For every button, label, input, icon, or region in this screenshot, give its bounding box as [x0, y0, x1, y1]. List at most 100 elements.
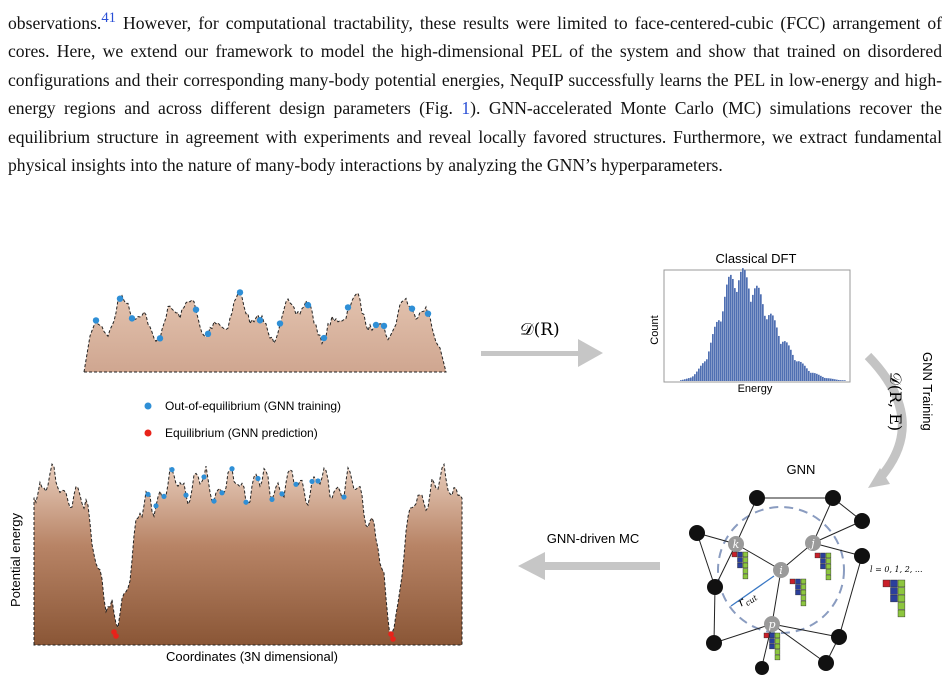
feature-cell: [774, 632, 781, 639]
line-1-rest: However, for computational tractability,…: [116, 12, 774, 33]
histogram-bar: [680, 380, 682, 381]
equilibrium-point: [113, 633, 119, 639]
histogram-bar: [830, 378, 832, 381]
training-point: [219, 490, 225, 496]
histogram-bar: [780, 343, 782, 381]
small-energy-landscape: [83, 289, 447, 373]
histogram-bar: [714, 326, 716, 381]
training-point: [279, 491, 285, 497]
rcut-arrow: [730, 575, 775, 607]
graph-node: [749, 490, 765, 506]
body-paragraph: observations.41 However, for computation…: [8, 4, 942, 180]
feature-cell: [897, 587, 906, 595]
feature-cell: [789, 578, 796, 585]
feature-cell: [795, 584, 801, 590]
histogram-bar: [798, 361, 800, 381]
histogram-bar: [724, 296, 726, 381]
histogram-xlabel: Energy: [738, 383, 773, 395]
training-point: [304, 301, 312, 309]
training-point: [276, 320, 284, 327]
histogram-bar: [700, 365, 702, 381]
training-point: [344, 304, 352, 311]
histogram-bar: [784, 341, 786, 381]
histogram-bar: [686, 378, 688, 381]
feature-cell: [820, 552, 826, 559]
histogram-bar: [842, 380, 844, 381]
histogram-bar: [720, 321, 722, 381]
feature-cell: [742, 557, 749, 563]
histogram-bars: [680, 268, 846, 381]
histogram-bar: [734, 288, 736, 381]
feature-cell: [763, 632, 770, 639]
histogram-bar: [728, 276, 730, 381]
histogram-bar: [726, 284, 728, 381]
histogram-bar: [732, 278, 734, 381]
gnn-training-label: GNN Training: [920, 352, 935, 431]
feature-cell: [769, 638, 775, 644]
feature-cell: [800, 595, 807, 601]
histogram-bar: [792, 354, 794, 381]
histogram-bar: [794, 360, 796, 381]
histogram-bar: [706, 359, 708, 381]
training-point: [269, 496, 275, 502]
histogram-bar: [688, 378, 690, 381]
node-p-label: p: [768, 618, 775, 631]
histogram-bar: [788, 345, 790, 381]
feature-cell: [742, 568, 749, 574]
graph-node: [854, 548, 870, 564]
histogram-bar: [704, 361, 706, 381]
feature-cell: [882, 579, 891, 588]
feature-cell: [769, 632, 775, 639]
figure-ref-1[interactable]: 1: [461, 98, 471, 119]
histogram-bar: [828, 378, 830, 381]
histogram-bar: [786, 342, 788, 381]
l-label: l = 0, 1, 2, ...: [870, 565, 923, 574]
histogram-bar: [760, 294, 762, 381]
feature-cell: [820, 558, 826, 564]
training-point: [211, 498, 217, 504]
node-p: [764, 616, 780, 632]
citation-41[interactable]: 41: [101, 10, 116, 26]
feature-cell: [825, 569, 832, 575]
feature-cell: [890, 579, 898, 588]
histogram-bar: [822, 376, 824, 381]
gnn-training-math: 𝒟(R, E): [886, 372, 905, 431]
feature-cell: [800, 584, 807, 590]
gnn-graph: GNN: [689, 462, 923, 675]
training-point: [293, 481, 299, 487]
histogram-bar: [748, 288, 750, 381]
histogram-bar: [806, 368, 808, 381]
histogram-bar: [774, 320, 776, 381]
graph-node: [707, 579, 723, 595]
training-point: [169, 467, 175, 473]
graph-node: [755, 661, 769, 675]
small-landscape-training-points: [92, 289, 432, 342]
histogram-bar: [844, 380, 846, 381]
training-point: [424, 310, 432, 317]
histogram-bar: [698, 368, 700, 381]
training-point: [309, 478, 315, 485]
feature-cell: [795, 589, 801, 596]
training-point: [204, 330, 212, 338]
histogram-bar: [814, 373, 816, 381]
feature-cell: [897, 594, 906, 603]
histogram-bar: [772, 315, 774, 381]
feature-cell: [737, 557, 743, 563]
feature-cell: [897, 602, 906, 610]
feature-cell: [742, 562, 749, 569]
histogram-bar: [840, 380, 842, 381]
histogram-bar: [750, 301, 752, 381]
line-1: observations.: [8, 12, 102, 33]
histogram-bar: [766, 319, 768, 381]
feature-cell: [897, 579, 906, 588]
training-point: [192, 306, 200, 313]
line-6: in agreement with experiments and reveal…: [165, 126, 942, 147]
rcut-label: rcut: [735, 587, 760, 611]
graph-node: [854, 513, 870, 529]
node-k-label: k: [733, 538, 740, 551]
training-point: [255, 475, 261, 482]
histogram-bar: [742, 268, 744, 381]
training-point: [236, 289, 244, 296]
histogram-bar: [696, 371, 698, 381]
